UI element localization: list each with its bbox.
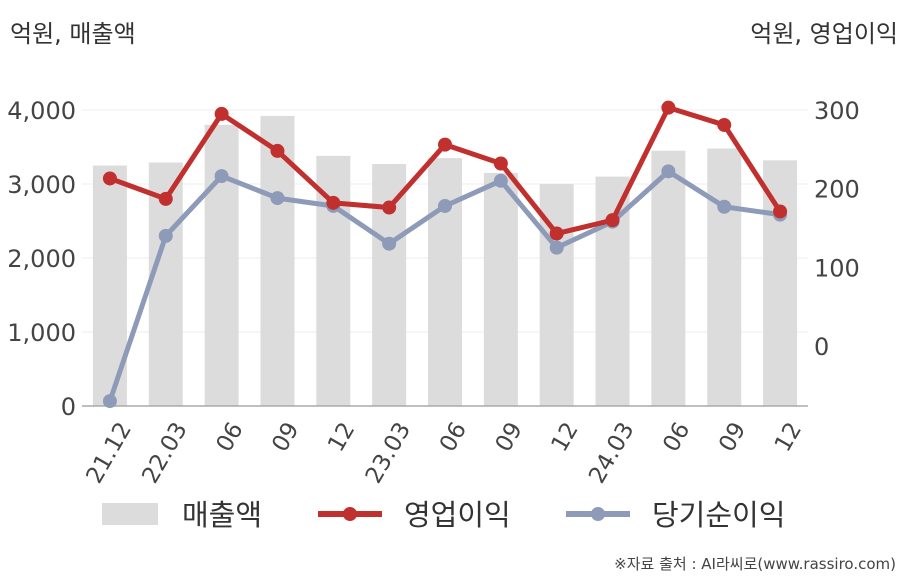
revenue-bar (483, 172, 518, 406)
revenue-bar (204, 124, 239, 407)
revenue-bar (763, 160, 798, 406)
category-tick-label: 12 (323, 418, 360, 456)
operating-profit-point (493, 156, 508, 171)
category-tick-label: 12 (770, 418, 807, 456)
category-tick-label: 22.03 (137, 418, 192, 488)
legend-label-operating-profit: 영업이익 (404, 498, 511, 532)
category-tick-label: 06 (658, 418, 695, 456)
operating-profit-point (661, 100, 676, 115)
revenue-bars (92, 115, 798, 407)
net-income-point (270, 191, 285, 206)
net-income-point (214, 169, 229, 184)
net-income-point (102, 394, 117, 409)
profit-lines (102, 100, 788, 409)
net-income-point (438, 198, 452, 213)
category-tick-label: 24.03 (584, 418, 639, 488)
operating-profit-point (382, 200, 397, 215)
legend-swatch-revenue (102, 503, 158, 525)
operating-profit-point (438, 137, 452, 152)
net-income-point (493, 173, 508, 188)
operating-profit-point (158, 191, 173, 206)
right-tick-label: 100 (814, 254, 860, 282)
revenue-bar (707, 148, 742, 407)
source-note: ※자료 출처 : AI라씨로(www.rassiro.com) (614, 555, 896, 573)
right-tick-label: 200 (814, 176, 860, 204)
operating-profit-point (773, 204, 788, 219)
left-tick-label: 1,000 (7, 319, 76, 347)
category-tick-label: 09 (491, 418, 528, 456)
category-tick-label: 09 (714, 418, 751, 456)
revenue-bar (651, 150, 686, 406)
category-tick-label: 21.12 (82, 418, 137, 488)
operating-profit-point (270, 143, 285, 158)
right-axis-unit-label: 억원, 영업이익 (750, 20, 898, 48)
left-tick-label: 4,000 (7, 97, 76, 125)
net-income-point (661, 164, 676, 179)
category-tick-label: 09 (267, 418, 304, 456)
net-income-point (717, 199, 732, 214)
net-income-point (549, 240, 564, 255)
legend-marker-net-income (591, 507, 605, 521)
legend-label-revenue: 매출액 (182, 498, 262, 532)
revenue-bar (372, 164, 407, 406)
right-tick-label: 0 (814, 333, 829, 361)
operating-profit-point (102, 171, 117, 186)
operating-profit-point (326, 195, 341, 210)
category-tick-label: 23.03 (361, 418, 416, 488)
operating-profit-point (214, 106, 229, 121)
left-axis-unit-label: 억원, 매출액 (10, 20, 136, 48)
category-tick-label: 06 (212, 418, 249, 456)
legend: 매출액 영업이익 당기순이익 (102, 498, 785, 532)
operating-profit-point (605, 213, 620, 228)
legend-marker-operating-profit (343, 507, 357, 521)
category-tick-label: 06 (435, 418, 472, 456)
revenue-bar (428, 158, 462, 406)
legend-label-net-income: 당기순이익 (652, 498, 785, 532)
operating-profit-point (717, 117, 732, 132)
net-income-point (158, 228, 173, 243)
left-tick-label: 3,000 (7, 171, 76, 199)
category-tick-label: 12 (547, 418, 584, 456)
left-tick-label: 2,000 (7, 245, 76, 273)
left-tick-label: 0 (61, 393, 76, 421)
net-income-point (382, 236, 397, 251)
right-tick-label: 300 (814, 97, 860, 125)
operating-profit-point (549, 226, 564, 241)
